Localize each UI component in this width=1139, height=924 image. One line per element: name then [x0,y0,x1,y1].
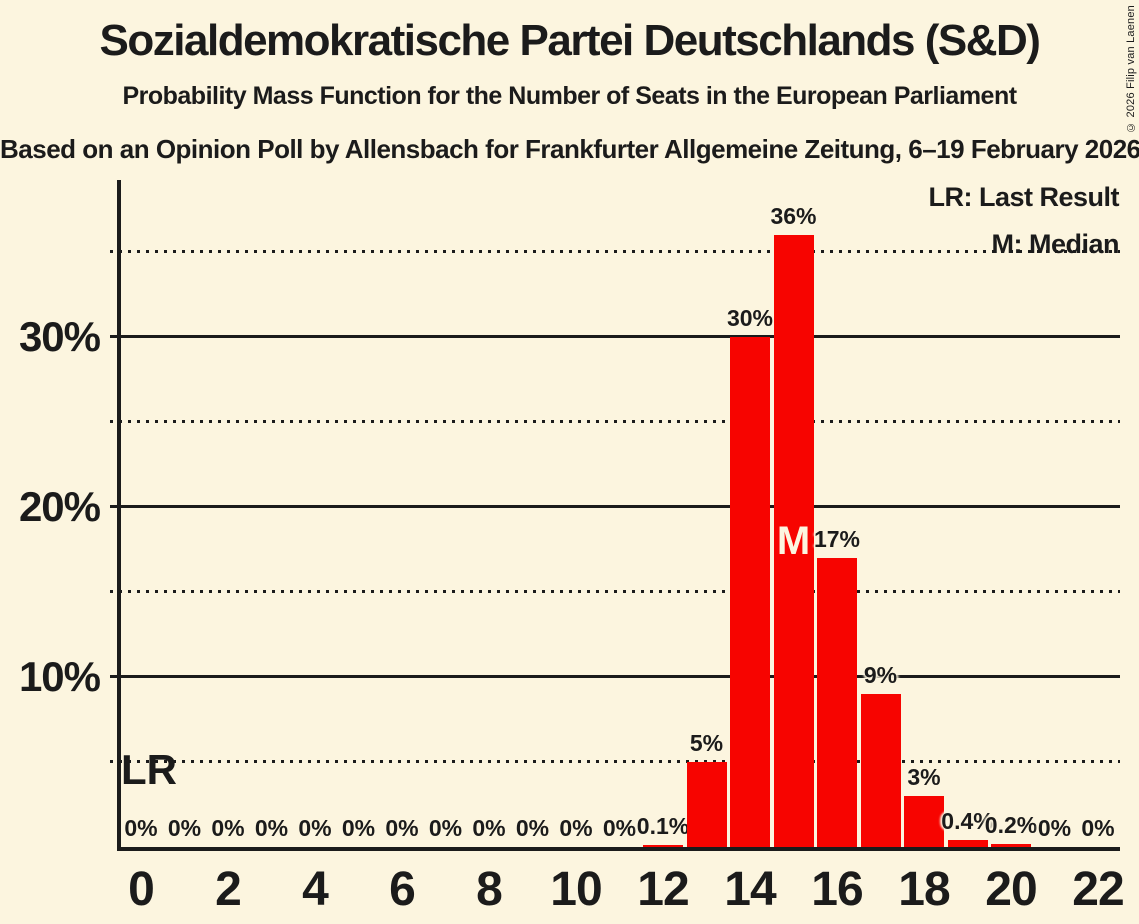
bar-value-label-seat-10: 0% [559,815,593,841]
x-tick-label-22: 22 [1072,863,1124,916]
x-tick-label-4: 4 [302,863,329,916]
bar-seat-19 [947,840,988,847]
x-tick-label-6: 6 [389,863,416,916]
x-tick-label-18: 18 [898,863,950,916]
y-tick-label-30: 30% [18,313,101,360]
bar-value-label-seat-20: 0.2% [984,811,1038,838]
bar-value-label-seat-12: 0.1% [636,813,690,840]
legend-last-result: LR: Last Result [928,182,1119,212]
plot-area: 0% 0% 0% 0% 0% 0% 0% 0% 0% 0% 0% 0% 0.1% 5% 30% M 36% 17%… [110,180,1120,851]
x-tick-label-14: 14 [724,863,776,916]
x-tick-label-12: 12 [637,863,689,916]
chart-subtitle: Probability Mass Function for the Number… [122,82,1017,110]
bar-seat-12 [643,845,683,847]
chart-title: Sozialdemokratische Partei Deutschlands … [99,16,1041,65]
bar-value-label-seat-14: 30% [726,305,774,331]
gridline-5pct [110,760,1120,763]
x-tick-label-10: 10 [550,863,602,916]
bar-value-label-seat-22: 0% [1081,815,1115,841]
bar-value-label-seat-11: 0% [602,815,637,841]
gridline-25pct [110,420,1120,423]
bar-seat-14 [730,337,770,847]
bar-value-label-seat-1: 0% [167,815,202,841]
bar-value-label-seat-0: 0% [124,815,158,841]
bar-value-label-seat-9: 0% [515,815,550,841]
gridline-15pct [110,590,1120,593]
bar-value-label-seat-17: 9% [863,662,898,688]
bar-value-label-seat-4: 0% [298,815,332,841]
bar-value-label-seat-3: 0% [254,815,289,841]
copyright-notice: © 2026 Filip van Laenen [1125,5,1137,133]
x-tick-label-0: 0 [128,863,155,916]
bar-seat-16 [817,558,857,847]
x-axis-line [117,847,1120,851]
bar-value-label-seat-15: 36% [770,203,817,229]
bar-seat-18 [904,796,944,847]
median-marker: M [776,519,811,563]
bar-seat-15: M [773,235,814,847]
bar-value-label-seat-2: 0% [211,815,245,841]
y-axis-line [117,180,121,851]
bar-seat-20 [991,843,1031,847]
bar-value-label-seat-7: 0% [428,815,463,841]
y-tick-label-20: 20% [18,483,101,530]
bar-value-label-seat-18: 3% [907,764,941,790]
gridline-30pct [110,335,1120,338]
x-tick-label-20: 20 [985,863,1037,916]
x-tick-label-8: 8 [476,863,503,916]
bar-value-label-seat-13: 5% [689,730,724,756]
gridline-20pct [110,505,1120,508]
last-result-marker: LR [121,746,177,793]
bar-value-label-seat-19: 0.4% [941,808,994,835]
bar-seat-17 [860,694,901,847]
gridline-10pct [110,675,1120,678]
bar-value-label-seat-21: 0% [1037,815,1072,841]
x-tick-label-16: 16 [811,863,863,916]
bar-seat-13 [686,762,727,847]
y-tick-label-10: 10% [18,653,101,700]
gridline-35pct [110,250,1120,253]
x-tick-label-2: 2 [215,863,242,916]
bar-value-label-seat-5: 0% [341,815,376,841]
legend-median: M: Median [991,229,1120,259]
bar-value-label-seat-6: 0% [385,815,419,841]
chart-source-line: Based on an Opinion Poll by Allensbach f… [0,134,1139,164]
bar-value-label-seat-16: 17% [813,526,861,552]
bar-value-label-seat-8: 0% [472,815,506,841]
